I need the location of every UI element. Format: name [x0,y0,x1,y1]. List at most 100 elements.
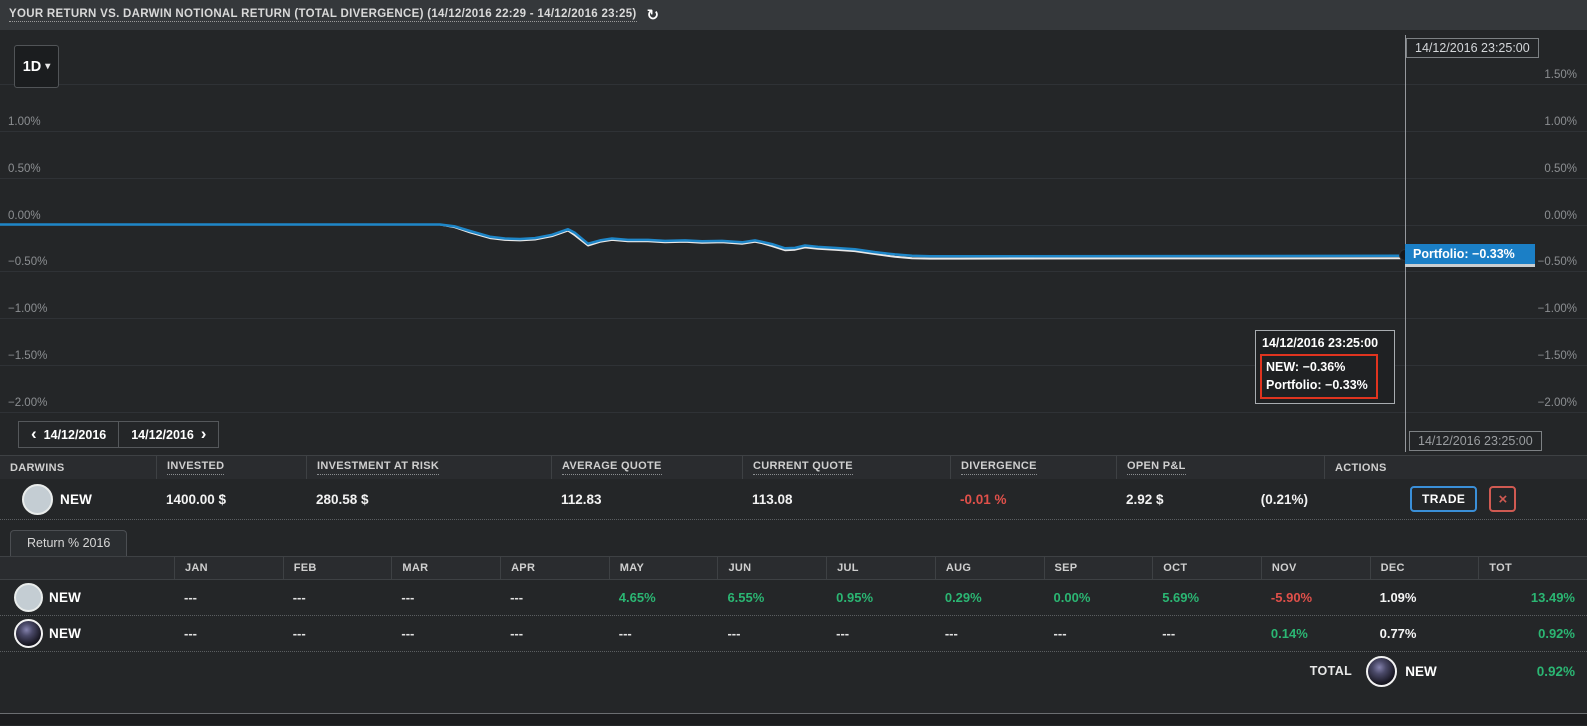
gridline [0,177,1587,179]
month-header-oct: OCT [1152,557,1261,579]
axis-tick-right: −1.00% [1537,303,1577,315]
tooltip-new-value: NEW: −0.36% [1266,360,1346,374]
month-header-mar: MAR [391,557,500,579]
chevron-left-icon: ‹ [31,423,37,443]
return-cell: --- [184,626,197,641]
total-avatar [1366,655,1398,687]
darwin-name: NEW [60,491,93,507]
trade-button[interactable]: TRADE [1410,486,1478,512]
return-cell: --- [727,626,741,641]
return-cell: 0.14% [1270,626,1308,641]
return-line-chart [0,223,1407,260]
crosshair-line [1405,35,1406,452]
gridline [0,318,1587,319]
total-return-value: 0.92% [1536,663,1575,679]
return-cell: --- [510,590,524,605]
actions-cell: TRADE × [1324,486,1587,512]
returns-table-header: JAN FEB MAR APR MAY JUN JUL AUG SEP OCT NOV DEC TOT [0,556,1587,580]
month-header-jul: JUL [826,557,935,579]
month-header-may: MAY [608,557,718,579]
axis-tick-right: −1.50% [1537,349,1577,362]
open-pl-percent: (0.21%) [1260,491,1308,507]
returns-tabrow: Return % 2016 [0,520,1587,556]
return-row: NEW --- --- --- --- --- --- --- --- --- --- 0.14% 0.… [0,616,1587,652]
portfolio-value-flag: Portfolio: −0.33% [1405,244,1535,267]
return-row: NEW --- --- --- --- 4.65% 6.55% 0.95% 0.29% 0.00%… [0,580,1587,616]
month-header-name-spacer [0,557,174,579]
prev-day-button[interactable]: ‹ 14/12/2016 [18,421,119,448]
return-cell: --- [292,626,306,641]
gridline [0,364,1587,366]
month-header-dec: DEC [1369,557,1479,579]
tooltip-time: 14/12/2016 23:25:00 [1262,336,1379,350]
timeframe-label: 1D [22,58,42,75]
panel-titlebar: YOUR RETURN VS. DARWIN NOTIONAL RETURN (… [0,0,1587,30]
return-cell: 0.29% [944,590,982,605]
return-cell: --- [401,626,415,641]
axis-tick-right: 1.50% [1544,69,1577,82]
chevron-right-icon: › [200,423,207,443]
chevron-down-icon: ▾ [45,61,51,72]
axis-tick-right: −2.00% [1537,396,1577,409]
axis-tick-left: 0.50% [8,162,41,175]
date-navigation: ‹ 14/12/2016 14/12/2016 › [18,421,220,448]
axis-tick-right: −0.50% [1537,256,1577,269]
gridline [0,224,1587,226]
return-cell: --- [836,626,850,641]
prev-day-label: 14/12/2016 [43,427,107,442]
invested-value: 1400.00 $ [166,491,227,507]
month-header-jun: JUN [717,557,826,579]
axis-tick-left: −2.00% [8,396,48,409]
month-header-nov: NOV [1260,557,1370,579]
gridline [0,271,1587,273]
chart-plot-area[interactable]: 1.00% 0.50% 0.00% −0.50% −1.00% −1.50% −2.00% 1… [0,30,1587,455]
return-cell: --- [944,626,958,641]
return-cell: --- [184,590,197,605]
open-pl-value: 2.92 $ [1126,491,1164,507]
total-row: TOTAL NEW 0.92% [0,652,1587,690]
position-row: NEW 1400.00 $ 280.58 $ 112.83 113.08 -0.… [0,479,1587,520]
return-cell: 13.49% [1530,590,1575,605]
close-position-button[interactable]: × [1489,486,1517,512]
return-cell: -5.90% [1270,590,1313,605]
month-header-feb: FEB [282,557,392,579]
return-cell: --- [292,590,306,605]
return-cell: --- [401,590,415,605]
axis-tick-left: −0.50% [8,256,48,269]
next-day-label: 14/12/2016 [131,427,194,442]
darwin-link[interactable]: NEW [0,483,156,515]
darwin-avatar [14,619,43,648]
timeframe-dropdown[interactable]: 1D ▾ [14,45,59,88]
page-bottom-strip [0,714,1587,725]
tooltip-highlight-box: NEW: −0.36% Portfolio: −0.33% [1260,354,1378,399]
return-cell: 6.55% [727,590,765,605]
gridline [0,411,1587,413]
axis-tick-left: −1.50% [8,349,48,362]
crosshair-time-top: 14/12/2016 23:25:00 [1406,38,1539,58]
gridline [0,84,1587,86]
darwin-name: NEW [49,590,82,605]
chart-tooltip: 14/12/2016 23:25:00 NEW: −0.36% Portfoli… [1255,330,1395,404]
darwin-avatar [14,583,43,612]
month-header-aug: AUG [934,557,1044,579]
next-day-button[interactable]: 14/12/2016 › [118,421,220,448]
month-header-sep: SEP [1043,557,1153,579]
return-cell: 1.09% [1379,590,1417,605]
divergence-value: -0.01 % [960,491,1007,507]
return-cell: 0.00% [1053,590,1091,605]
refresh-icon[interactable]: ↻ [646,6,660,24]
col-divergence: DIVERGENCE [950,456,1116,479]
axis-tick-right: 0.50% [1544,162,1577,175]
tab-return-2016[interactable]: Return % 2016 [10,530,128,556]
returns-panel: Return % 2016 JAN FEB MAR APR MAY JUN JUL AUG SE… [0,520,1587,690]
col-investment-at-risk: INVESTMENT AT RISK [306,456,551,479]
month-header-apr: APR [500,557,609,579]
return-cell: 4.65% [618,590,656,605]
axis-tick-left: −1.00% [8,303,48,315]
darwin-name: NEW [49,626,82,641]
return-cell: --- [618,626,632,641]
darwin-link[interactable]: NEW [0,583,174,612]
darwin-link[interactable]: NEW [0,619,174,648]
return-cell: --- [510,626,524,641]
